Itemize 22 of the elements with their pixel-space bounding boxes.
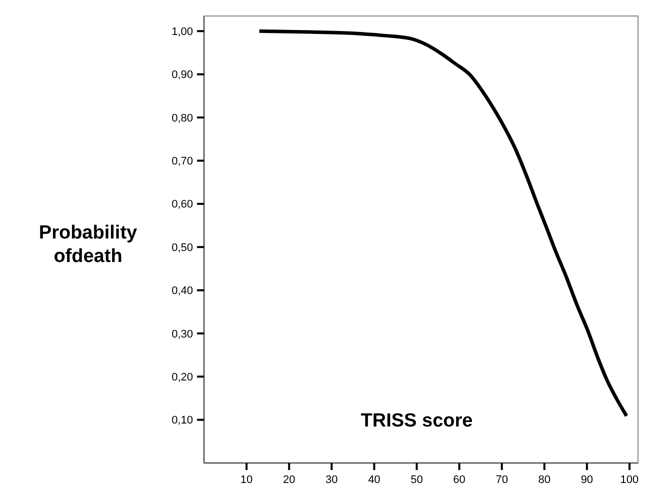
y-tick-label: 0,20 xyxy=(172,371,193,384)
x-tick-label: 30 xyxy=(326,474,338,486)
y-axis-title: Probability ofdeath xyxy=(38,222,138,268)
x-tick-label: 10 xyxy=(240,474,253,486)
x-axis-title: TRISS score xyxy=(360,410,473,432)
x-tick-label: 90 xyxy=(580,474,594,486)
x-tick-label: 20 xyxy=(282,474,296,486)
y-tick-label: 0,60 xyxy=(172,198,193,211)
y-tick-label: 0,40 xyxy=(172,285,193,298)
x-tick-label: 100 xyxy=(620,474,639,486)
y-tick-label: 1,00 xyxy=(172,26,193,38)
y-tick-label: 0,10 xyxy=(172,414,193,427)
x-tick-label: 40 xyxy=(368,474,380,486)
y-tick-label: 0,70 xyxy=(172,156,193,168)
x-tick-label: 60 xyxy=(453,474,466,486)
y-tick-label: 0,50 xyxy=(172,242,193,254)
y-tick-label: 0,90 xyxy=(172,69,193,82)
y-tick-label: 0,80 xyxy=(172,112,193,124)
x-tick-label: 80 xyxy=(538,474,551,486)
x-tick-label: 70 xyxy=(496,474,508,486)
y-tick-label: 0,30 xyxy=(172,328,193,340)
x-tick-label: 50 xyxy=(410,474,423,486)
